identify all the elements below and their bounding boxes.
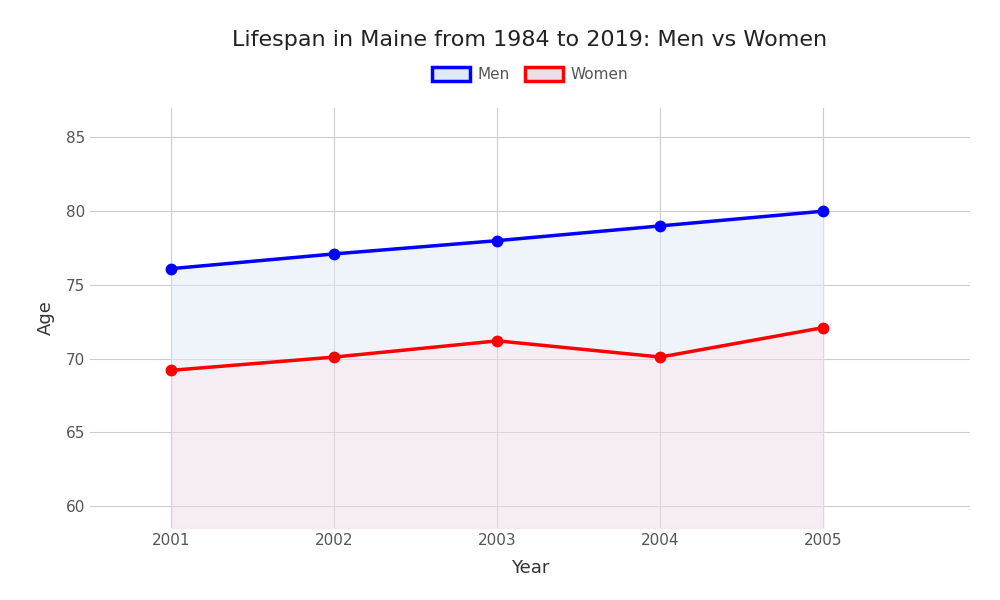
Y-axis label: Age: Age bbox=[37, 301, 55, 335]
Legend: Men, Women: Men, Women bbox=[425, 61, 635, 88]
X-axis label: Year: Year bbox=[511, 559, 549, 577]
Title: Lifespan in Maine from 1984 to 2019: Men vs Women: Lifespan in Maine from 1984 to 2019: Men… bbox=[232, 29, 828, 49]
